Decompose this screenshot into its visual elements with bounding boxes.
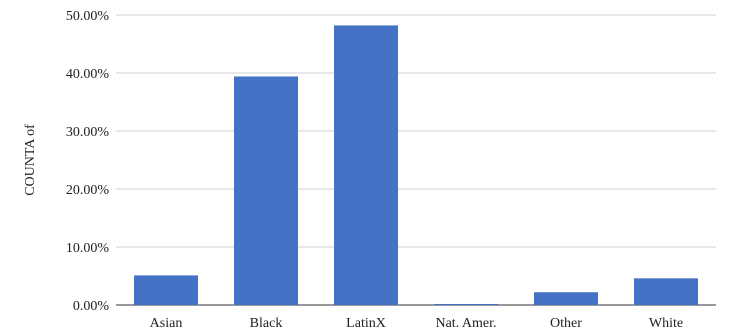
y-tick-label: 30.00%	[66, 125, 110, 140]
x-tick-label: Nat. Amer.	[435, 316, 496, 329]
x-tick-label: LatinX	[346, 316, 386, 329]
bar-latinx	[334, 25, 398, 305]
x-tick-label: Asian	[150, 316, 183, 329]
y-axis-title: COUNTA of	[23, 124, 38, 196]
y-tick-label: 50.00%	[66, 9, 110, 24]
bar-nat-amer	[434, 304, 498, 305]
bar-other	[534, 292, 598, 305]
x-tick-label: White	[649, 316, 683, 329]
y-tick-label: 0.00%	[73, 299, 110, 314]
y-tick-label: 20.00%	[66, 183, 110, 198]
x-tick-label: Other	[550, 316, 582, 329]
bar-asian	[134, 275, 198, 305]
x-axis-ticks: Asian Black LatinX Nat. Amer. Other White	[150, 316, 683, 329]
y-tick-label: 40.00%	[66, 67, 110, 82]
y-tick-label: 10.00%	[66, 241, 110, 256]
gridlines	[116, 14, 716, 306]
bar-white	[634, 278, 698, 305]
y-axis-ticks: 0.00% 10.00% 20.00% 30.00% 40.00% 50.00%	[66, 9, 110, 314]
bars	[134, 25, 698, 305]
x-tick-label: Black	[250, 316, 283, 329]
bar-black	[234, 76, 298, 305]
